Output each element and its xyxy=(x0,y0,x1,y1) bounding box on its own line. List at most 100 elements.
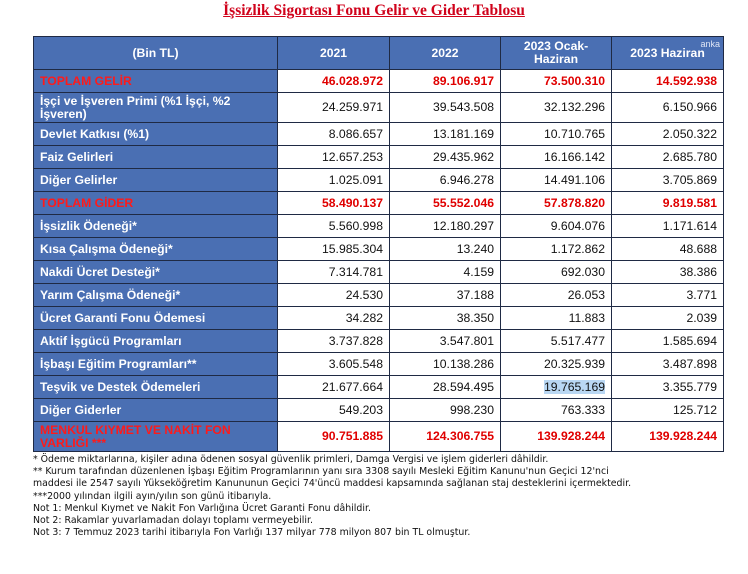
table-row: İşsizlik Ödeneği* 5.560.998 12.180.297 9.60… xyxy=(33,214,724,238)
cell-value: 21.677.664 xyxy=(277,375,390,399)
cell-value: 2.050.322 xyxy=(611,122,724,146)
table-row: Diğer Giderler 549.203 998.230 763.333 125.7… xyxy=(33,398,724,422)
cell-value: 24.259.971 xyxy=(277,92,390,123)
footnotes: * Ödeme miktarlarına, kişiler adına öden… xyxy=(33,454,733,539)
footnote-line: ***2000 yılından ilgili ayın/yılın son g… xyxy=(33,490,272,502)
row-label: Aktif İşgücü Programları xyxy=(33,329,278,353)
cell-value: 125.712 xyxy=(611,398,724,422)
cell-value: 90.751.885 xyxy=(277,421,390,452)
table-row: Aktif İşgücü Programları 3.737.828 3.547.8… xyxy=(33,329,724,353)
cell-value: 11.883 xyxy=(500,306,612,330)
table-row: Faiz Gelirleri 12.657.253 29.435.962 16.166… xyxy=(33,145,724,169)
table-row: Nakdi Ücret Desteği* 7.314.781 4.159 692.03… xyxy=(33,260,724,284)
header-2021: 2021 xyxy=(277,36,390,70)
table-row: Yarım Çalışma Ödeneği* 24.530 37.188 26.053… xyxy=(33,283,724,307)
footnote-line: Not 1: Menkul Kıymet ve Nakit Fon Varlığ… xyxy=(33,502,371,514)
cell-value: 38.386 xyxy=(611,260,724,284)
cell-value: 3.487.898 xyxy=(611,352,724,376)
row-label: Diğer Giderler xyxy=(33,398,278,422)
cell-value: 763.333 xyxy=(500,398,612,422)
cell-value: 1.172.862 xyxy=(500,237,612,261)
cell-value: 57.878.820 xyxy=(500,191,612,215)
cell-value: 8.086.657 xyxy=(277,122,390,146)
cell-value: 1.025.091 xyxy=(277,168,390,192)
cell-value: 3.771 xyxy=(611,283,724,307)
cell-value: 1.171.614 xyxy=(611,214,724,238)
cell-value: 6.946.278 xyxy=(389,168,501,192)
page-title: İşsizlik Sigortası Fonu Gelir ve Gider T… xyxy=(223,2,525,19)
cell-value: 55.552.046 xyxy=(389,191,501,215)
footnote-line: maddesi ile 2547 sayılı Yükseköğretim Ka… xyxy=(33,478,632,490)
footnote-line: ** Kurum tarafından düzenlenen İşbaşı Eğ… xyxy=(33,466,609,478)
header-2023-jun-label: 2023 Haziran xyxy=(630,45,705,60)
header-unit: (Bin TL) xyxy=(33,36,278,70)
row-label: İşbaşı Eğitim Programları** xyxy=(33,352,278,376)
cell-value: 124.306.755 xyxy=(389,421,501,452)
row-label: Kısa Çalışma Ödeneği* xyxy=(33,237,278,261)
cell-value: 34.282 xyxy=(277,306,390,330)
cell-value: 39.543.508 xyxy=(389,92,501,123)
cell-value: 14.592.938 xyxy=(611,69,724,93)
cell-value: 58.490.137 xyxy=(277,191,390,215)
cell-value: 3.737.828 xyxy=(277,329,390,353)
table-row: Devlet Katkısı (%1) 8.086.657 13.181.169 10… xyxy=(33,122,724,146)
header-2023-jan-jun: 2023 Ocak-Haziran xyxy=(500,36,612,70)
cell-value: 28.594.495 xyxy=(389,375,501,399)
cell-value: 2.039 xyxy=(611,306,724,330)
cell-value: 26.053 xyxy=(500,283,612,307)
cell-value: 13.240 xyxy=(389,237,501,261)
cell-value: 9.819.581 xyxy=(611,191,724,215)
cell-value: 73.500.310 xyxy=(500,69,612,93)
cell-value: 6.150.966 xyxy=(611,92,724,123)
row-label: TOPLAM GİDER xyxy=(33,191,278,215)
row-label: İşçi ve İşveren Primi (%1 İşçi, %2 İşver… xyxy=(33,92,278,123)
cell-value: 38.350 xyxy=(389,306,501,330)
income-expense-table: (Bin TL) 2021 2022 2023 Ocak-Haziran ank… xyxy=(33,36,724,452)
row-label: TOPLAM GELİR xyxy=(33,69,278,93)
cell-value: 12.180.297 xyxy=(389,214,501,238)
cell-value: 998.230 xyxy=(389,398,501,422)
cell-value: 46.028.972 xyxy=(277,69,390,93)
table-row-total: MENKUL KIYMET VE NAKİT FON VARLIĞI *** 90… xyxy=(33,421,724,452)
table-row: Diğer Gelirler 1.025.091 6.946.278 14.491.1… xyxy=(33,168,724,192)
cell-value: 10.138.286 xyxy=(389,352,501,376)
cell-value: 13.181.169 xyxy=(389,122,501,146)
table-row: Kısa Çalışma Ödeneği* 15.985.304 13.240 1.1… xyxy=(33,237,724,261)
cell-value: 37.188 xyxy=(389,283,501,307)
cell-value: 3.547.801 xyxy=(389,329,501,353)
row-label: Devlet Katkısı (%1) xyxy=(33,122,278,146)
cell-value: 12.657.253 xyxy=(277,145,390,169)
header-2022: 2022 xyxy=(389,36,501,70)
cell-value: 692.030 xyxy=(500,260,612,284)
table-row: Ücret Garanti Fonu Ödemesi 34.282 38.350 11… xyxy=(33,306,724,330)
cell-value: 32.132.296 xyxy=(500,92,612,123)
cell-value: 3.355.779 xyxy=(611,375,724,399)
cell-value: 139.928.244 xyxy=(500,421,612,452)
cell-value: 7.314.781 xyxy=(277,260,390,284)
cell-value: 5.517.477 xyxy=(500,329,612,353)
cell-value: 16.166.142 xyxy=(500,145,612,169)
cell-value: 19.765.169 xyxy=(500,375,612,399)
row-label: Diğer Gelirler xyxy=(33,168,278,192)
cell-value: 3.605.548 xyxy=(277,352,390,376)
cell-value: 29.435.962 xyxy=(389,145,501,169)
watermark: anka xyxy=(700,39,720,49)
table-row: Teşvik ve Destek Ödemeleri 21.677.664 28.5… xyxy=(33,375,724,399)
cell-value: 10.710.765 xyxy=(500,122,612,146)
footnote-line: Not 2: Rakamlar yuvarlamadan dolayı topl… xyxy=(33,515,313,527)
table-row-total: TOPLAM GİDER 58.490.137 55.552.046 57.878.8… xyxy=(33,191,724,215)
table-row-total: TOPLAM GELİR 46.028.972 89.106.917 73.500.3… xyxy=(33,69,724,93)
cell-value: 9.604.076 xyxy=(500,214,612,238)
cell-value: 24.530 xyxy=(277,283,390,307)
footnote-line: * Ödeme miktarlarına, kişiler adına öden… xyxy=(33,454,549,465)
cell-value: 14.491.106 xyxy=(500,168,612,192)
cell-value: 1.585.694 xyxy=(611,329,724,353)
cell-value: 20.325.939 xyxy=(500,352,612,376)
cell-value: 549.203 xyxy=(277,398,390,422)
cell-value: 3.705.869 xyxy=(611,168,724,192)
cell-value: 2.685.780 xyxy=(611,145,724,169)
cell-value: 5.560.998 xyxy=(277,214,390,238)
cell-value: 15.985.304 xyxy=(277,237,390,261)
row-label: Nakdi Ücret Desteği* xyxy=(33,260,278,284)
table-row: İşçi ve İşveren Primi (%1 İşçi, %2 İşver… xyxy=(33,92,724,123)
